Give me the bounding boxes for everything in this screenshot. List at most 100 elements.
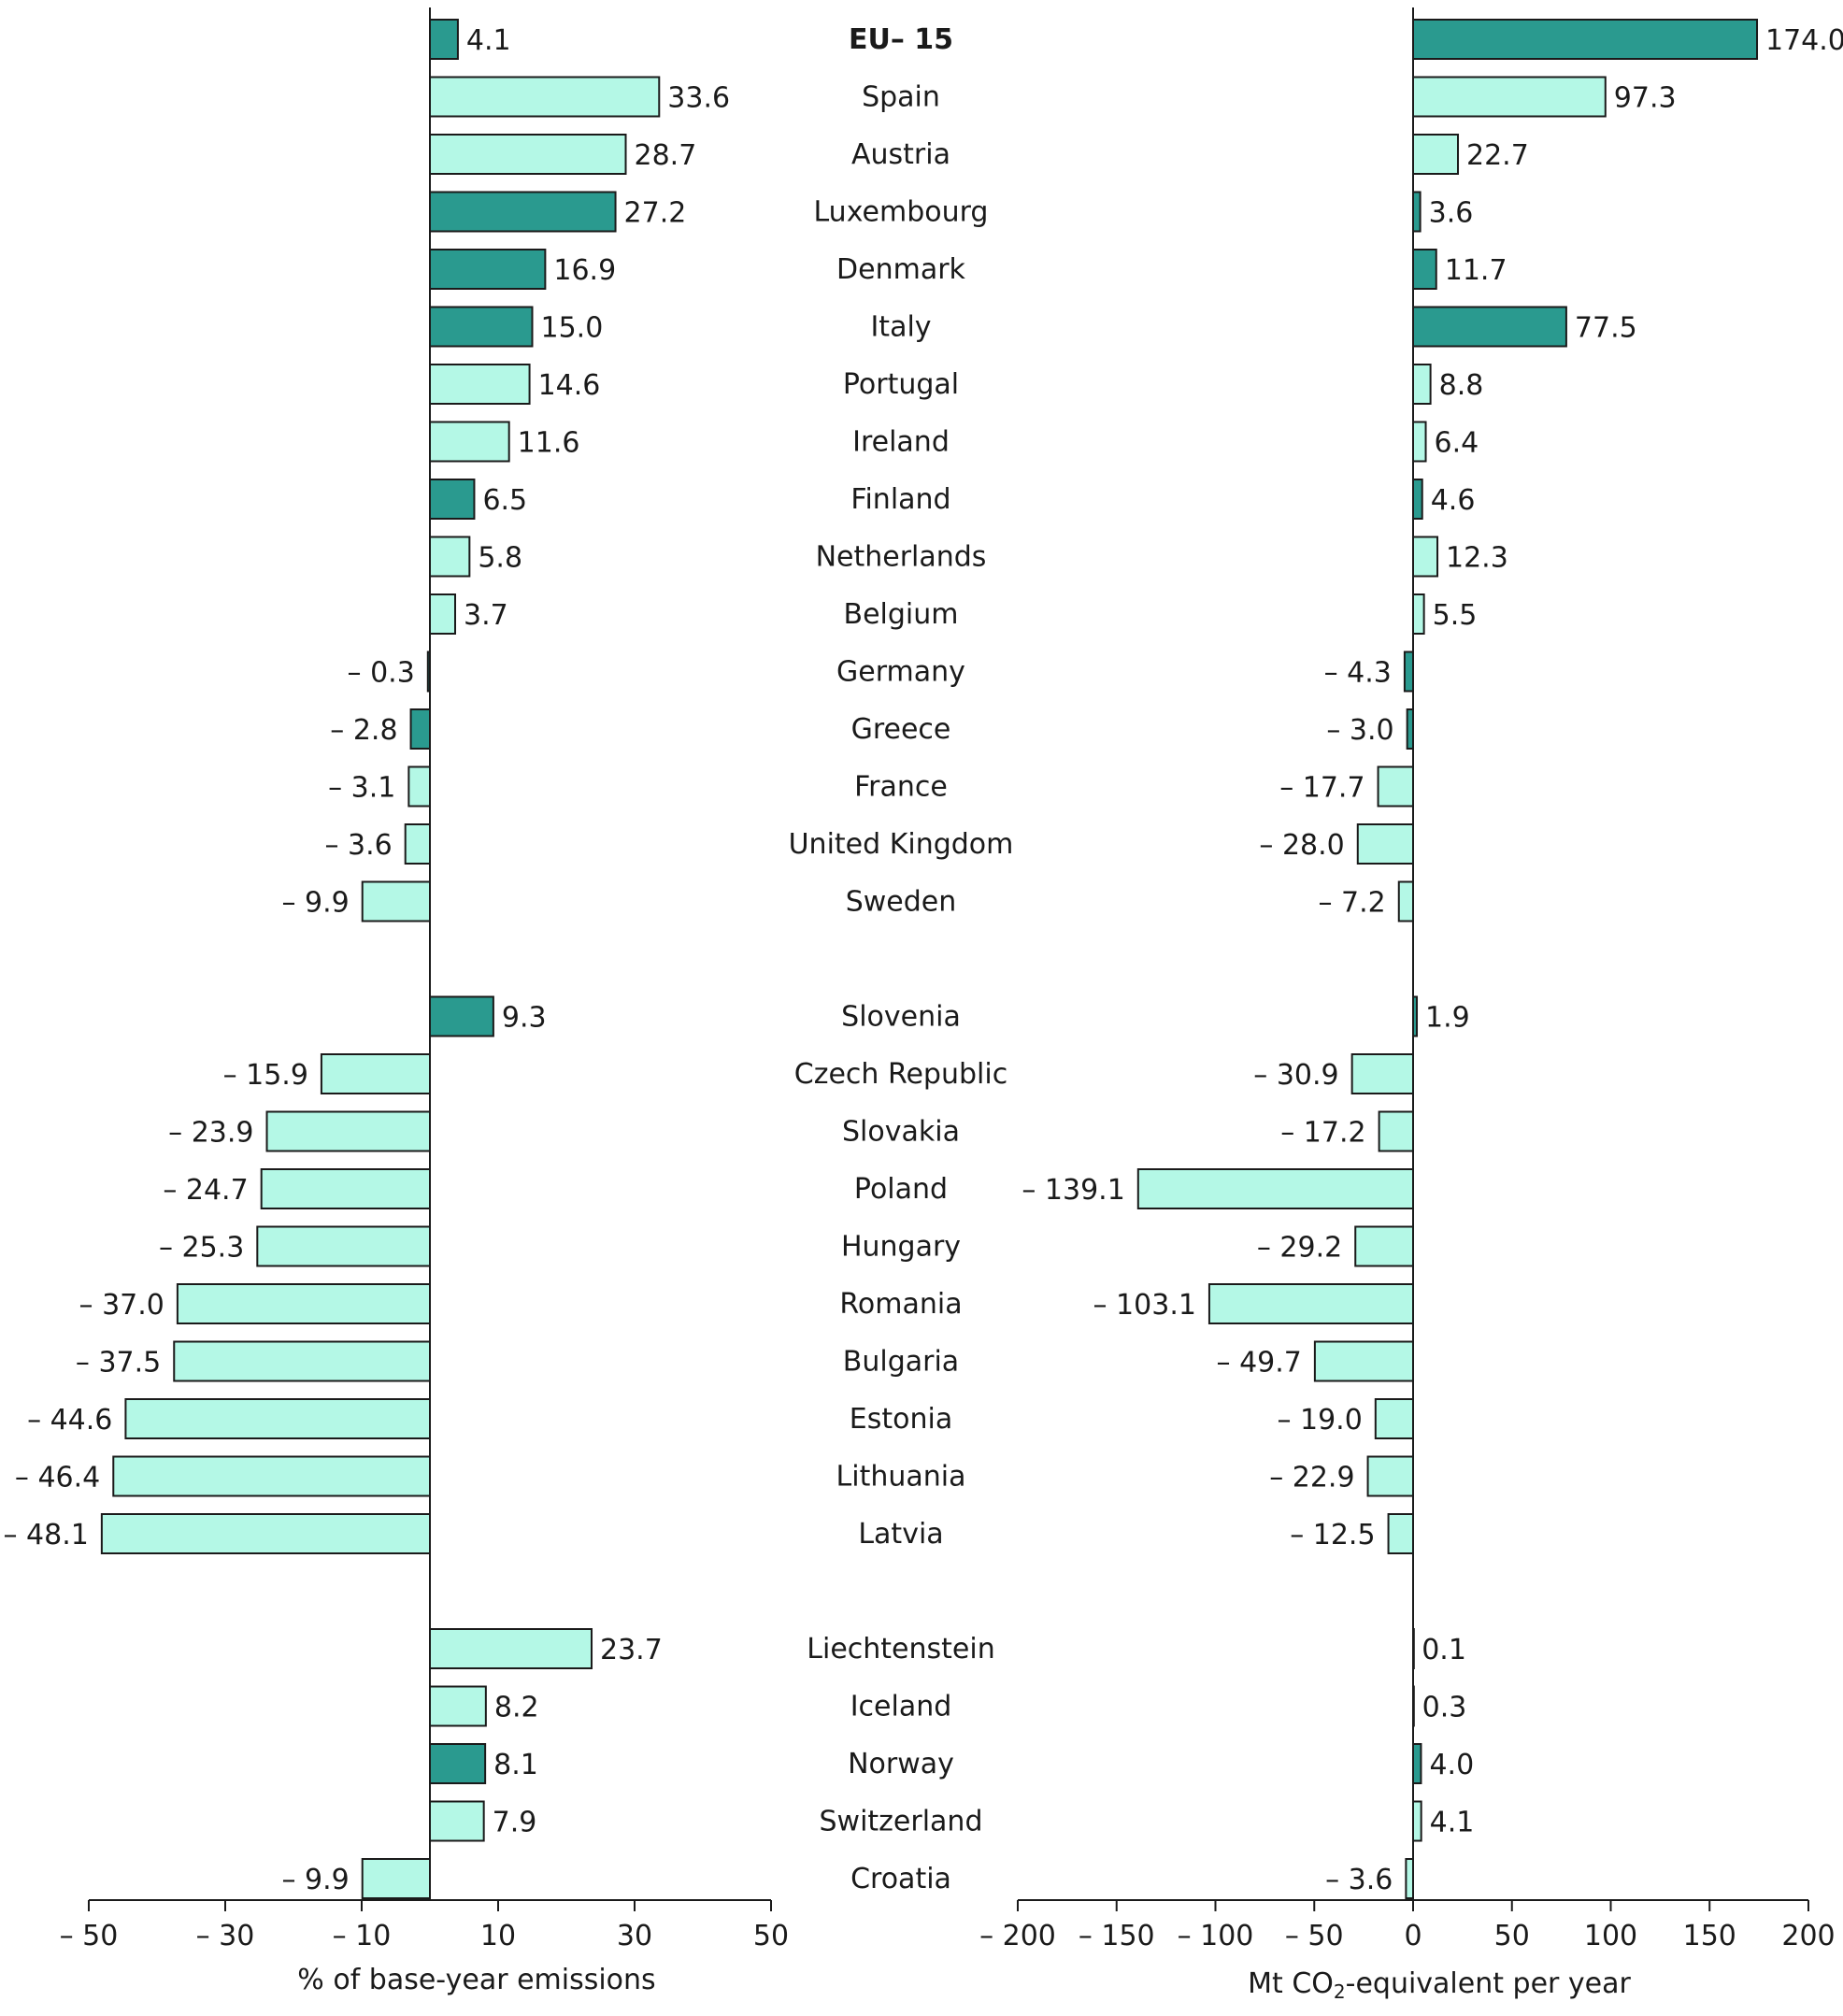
value-label-romania: – 37.0: [79, 1289, 164, 1322]
value-label-czech-republic: – 30.9: [1253, 1059, 1338, 1092]
value-label-greece: – 3.0: [1326, 714, 1393, 747]
value-label-germany: – 0.3: [348, 657, 415, 690]
x-axis-label-subscript: 2: [1334, 1980, 1346, 2003]
value-label-norway: 4.0: [1429, 1749, 1474, 1781]
bar-switzerland: [1412, 1800, 1422, 1842]
country-label-portugal: Portugal: [843, 368, 959, 401]
bar-sweden: [1397, 880, 1414, 922]
bar-slovakia: [265, 1110, 431, 1152]
value-label-croatia: – 3.6: [1325, 1864, 1393, 1896]
bar-luxembourg: [1412, 191, 1422, 233]
value-label-estonia: – 44.6: [27, 1404, 112, 1437]
value-label-italy: 15.0: [541, 312, 604, 345]
bar-sweden: [361, 880, 432, 922]
bar-finland: [429, 479, 476, 520]
bar-ireland: [429, 421, 510, 463]
value-label-norway: 8.1: [493, 1749, 538, 1781]
country-label-belgium: Belgium: [844, 598, 959, 631]
bar-czech-republic: [320, 1053, 431, 1094]
value-label-lithuania: – 46.4: [15, 1462, 100, 1494]
value-label-croatia: – 9.9: [281, 1864, 349, 1896]
bar-romania: [1207, 1283, 1414, 1324]
value-label-lithuania: – 22.9: [1269, 1462, 1354, 1494]
value-label-eu-15: 174.0: [1765, 24, 1843, 57]
bar-bulgaria: [173, 1340, 431, 1382]
value-label-bulgaria: – 37.5: [76, 1347, 161, 1380]
value-label-luxembourg: 3.6: [1429, 197, 1474, 230]
value-label-spain: 33.6: [667, 82, 730, 115]
value-label-united-kingdom: – 28.0: [1259, 829, 1344, 862]
bar-bulgaria: [1313, 1340, 1415, 1382]
value-label-greece: – 2.8: [330, 714, 397, 747]
country-label-slovakia: Slovakia: [842, 1116, 960, 1149]
bar-slovakia: [1378, 1110, 1414, 1152]
bar-germany: [1403, 651, 1415, 693]
value-label-spain: 97.3: [1614, 82, 1677, 115]
bar-france: [407, 765, 431, 808]
x-axis-label: Mt CO2-equivalent per year: [1248, 1967, 1631, 2003]
value-label-slovenia: 9.3: [502, 1002, 547, 1035]
country-label-hungary: Hungary: [841, 1231, 961, 1264]
country-label-ireland: Ireland: [852, 426, 950, 459]
value-label-latvia: – 48.1: [4, 1519, 89, 1551]
value-label-denmark: 16.9: [553, 254, 616, 287]
value-label-portugal: 8.8: [1439, 369, 1484, 402]
value-label-latvia: – 12.5: [1290, 1519, 1375, 1551]
bar-slovenia: [429, 995, 494, 1037]
country-label-switzerland: Switzerland: [820, 1806, 983, 1838]
x-tick-label: – 10: [333, 1920, 392, 1952]
bar-norway: [1412, 1743, 1422, 1784]
bar-eu-15: [429, 19, 459, 60]
x-tick-label: – 50: [1285, 1920, 1344, 1952]
country-label-eu-15: EU– 15: [849, 23, 953, 56]
bar-greece: [409, 708, 431, 750]
x-axis-label-part: -equivalent per year: [1346, 1967, 1632, 2000]
bar-latvia: [1387, 1513, 1414, 1554]
bar-belgium: [429, 593, 457, 635]
bar-croatia: [361, 1858, 432, 1899]
bar-austria: [1412, 134, 1460, 175]
x-tick-label: 200: [1781, 1920, 1835, 1952]
x-tick-label: – 50: [60, 1920, 119, 1952]
value-label-sweden: – 9.9: [281, 887, 349, 920]
country-label-czech-republic: Czech Republic: [794, 1058, 1007, 1091]
bar-spain: [429, 76, 661, 118]
country-label-croatia: Croatia: [850, 1863, 951, 1895]
bar-lithuania: [1366, 1455, 1415, 1497]
country-label-romania: Romania: [839, 1288, 962, 1321]
x-tick-label: – 150: [1079, 1920, 1155, 1952]
bar-switzerland: [429, 1800, 485, 1842]
bar-united-kingdom: [404, 823, 432, 865]
country-label-greece: Greece: [851, 713, 951, 746]
value-label-switzerland: 7.9: [493, 1807, 537, 1839]
bar-belgium: [1412, 593, 1425, 635]
bar-norway: [429, 1743, 487, 1784]
right-panel-mt: 174.0 97.3 22.7 3.6 11.7 77.5 8.8 6.4 4.6 12.3 5.5…: [979, 7, 1843, 2003]
x-tick-label: 30: [617, 1920, 652, 1952]
value-label-slovenia: 1.9: [1425, 1002, 1470, 1035]
value-label-finland: 4.6: [1431, 484, 1476, 517]
x-tick-label: – 100: [1178, 1920, 1254, 1952]
value-label-netherlands: 12.3: [1446, 542, 1508, 575]
value-label-denmark: 11.7: [1445, 254, 1507, 287]
value-label-liechtenstein: 23.7: [600, 1634, 663, 1666]
country-label-italy: Italy: [870, 311, 931, 344]
country-label-denmark: Denmark: [836, 253, 966, 286]
country-label-sweden: Sweden: [846, 886, 957, 919]
country-label-iceland: Iceland: [850, 1691, 952, 1723]
value-label-iceland: 0.3: [1422, 1692, 1467, 1724]
bar-finland: [1412, 479, 1423, 520]
bar-portugal: [429, 364, 531, 405]
bar-czech-republic: [1350, 1053, 1414, 1094]
bar-denmark: [1412, 249, 1437, 290]
value-label-belgium: 5.5: [1433, 599, 1478, 632]
country-label-germany: Germany: [836, 656, 965, 689]
bar-portugal: [1412, 364, 1432, 405]
bar-poland: [1136, 1168, 1414, 1209]
x-axis-label: % of base-year emissions: [297, 1964, 655, 1996]
bar-denmark: [429, 249, 547, 290]
country-labels: EU– 15 Spain Austria Luxembourg Denmark Italy…: [789, 23, 1014, 1895]
value-label-netherlands: 5.8: [478, 542, 522, 575]
x-tick-label: 100: [1584, 1920, 1637, 1952]
x-axis-label-part: Mt CO: [1248, 1967, 1334, 2000]
